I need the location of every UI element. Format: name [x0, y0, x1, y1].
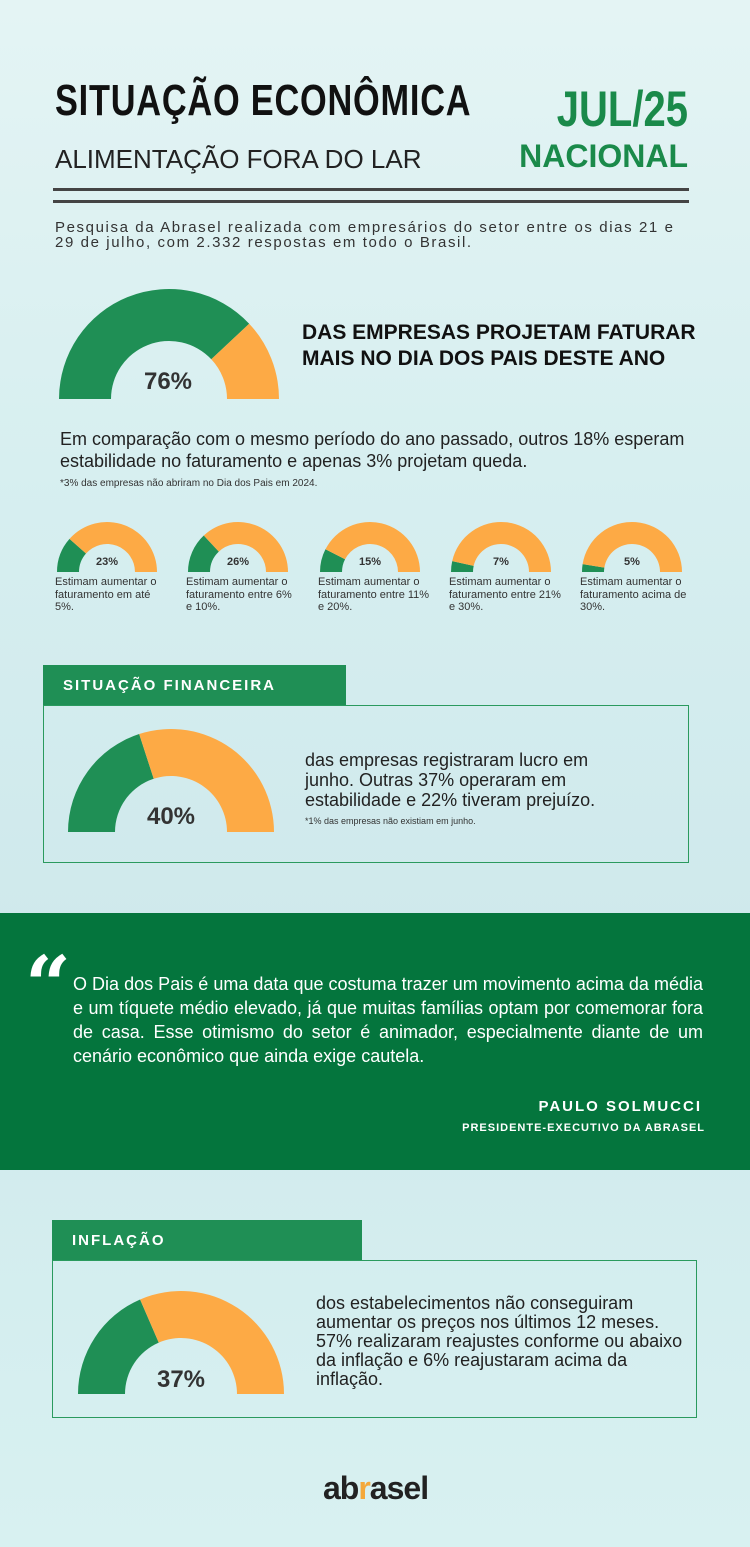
intro-text: Pesquisa da Abrasel realizada com empres… — [55, 219, 675, 251]
gauge-small-1-remaining-arc — [69, 522, 157, 572]
gauge-small-3-label: 15% — [358, 556, 382, 568]
gauge-small-5-remaining-arc — [582, 522, 682, 572]
main-headline: DAS EMPRESAS PROJETAM FATURAR MAIS NO DI… — [302, 321, 696, 370]
gauge-40-remaining-arc — [139, 729, 274, 832]
gauge-small-4-filled-arc — [451, 561, 474, 572]
section-tab-financeira: SITUAÇÃO FINANCEIRA — [43, 665, 346, 705]
quote-text: O Dia dos Pais é uma data que costuma tr… — [73, 974, 703, 1066]
quote-band — [0, 913, 750, 1170]
gauge-small-3-caption: Estimam aumentar o faturamento entre 11%… — [318, 576, 430, 613]
gauge-small-3 — [320, 522, 420, 572]
gauge-76 — [59, 289, 279, 399]
inflacao-box — [52, 1260, 697, 1418]
gauge-small-1 — [57, 522, 157, 572]
gauge-40-filled-arc — [68, 734, 154, 832]
page-title: SITUAÇÃO ECONÔMICA — [55, 76, 472, 125]
financeira-footnote: *1% das empresas não existiam em junho. — [305, 816, 476, 826]
gauge-small-2-filled-arc — [188, 535, 219, 572]
section-tab-inflacao: INFLAÇÃO — [52, 1220, 362, 1260]
financeira-text: das empresas registraram lucro em junho.… — [305, 750, 596, 810]
inflacao-text: dos estabelecimentos não conseguiram aum… — [316, 1293, 683, 1389]
gauge-40-label: 40% — [146, 803, 196, 830]
gauge-small-3-filled-arc — [320, 549, 346, 572]
gauge-small-5-filled-arc — [582, 564, 605, 572]
gauge-small-2-caption: Estimam aumentar o faturamento entre 6% … — [186, 576, 292, 613]
gauge-37-label: 37% — [156, 1366, 206, 1393]
gauge-small-4-label: 7% — [493, 556, 509, 568]
quote-author: PAULO SOLMUCCI — [538, 1098, 702, 1115]
gauge-small-2-label: 26% — [226, 556, 250, 568]
gauge-76-label: 76% — [143, 368, 193, 395]
gauge-small-2 — [188, 522, 288, 572]
main-footnote: *3% das empresas não abriram no Dia dos … — [60, 478, 318, 489]
financeira-box — [43, 705, 689, 863]
abrasel-logo: abrasel — [323, 1470, 429, 1506]
period-label: JUL/25 — [556, 81, 688, 137]
scope-label: NACIONAL — [519, 138, 688, 174]
gauge-37-filled-arc — [78, 1299, 159, 1394]
gauge-76-filled-arc — [59, 289, 250, 399]
gauge-small-1-filled-arc — [57, 538, 86, 572]
gauge-small-5 — [582, 522, 682, 572]
gauge-small-1-caption: Estimam aumentar o faturamento em até 5%… — [55, 576, 157, 613]
header-divider-top — [53, 188, 689, 191]
gauge-37-remaining-arc — [140, 1291, 284, 1394]
gauge-small-4-remaining-arc — [452, 522, 551, 572]
gauge-small-3-remaining-arc — [325, 522, 420, 572]
quote-author-role: PRESIDENTE-EXECUTIVO DA ABRASEL — [462, 1122, 705, 1134]
gauge-small-5-caption: Estimam aumentar o faturamento acima de … — [580, 576, 687, 613]
header-divider-bottom — [53, 200, 689, 203]
gauge-small-2-remaining-arc — [203, 522, 288, 572]
main-description: Em comparação com o mesmo período do ano… — [60, 429, 685, 471]
quote-icon: “ — [25, 938, 72, 1032]
gauge-37 — [78, 1291, 284, 1394]
gauge-76-remaining-arc — [211, 323, 279, 399]
gauge-small-4-caption: Estimam aumentar o faturamento entre 21%… — [449, 576, 561, 613]
gauge-small-5-label: 5% — [624, 556, 640, 568]
gauge-small-1-label: 23% — [95, 556, 119, 568]
gauge-40 — [68, 729, 274, 832]
gauge-small-4 — [451, 522, 551, 572]
page-subtitle: ALIMENTAÇÃO FORA DO LAR — [55, 144, 422, 174]
